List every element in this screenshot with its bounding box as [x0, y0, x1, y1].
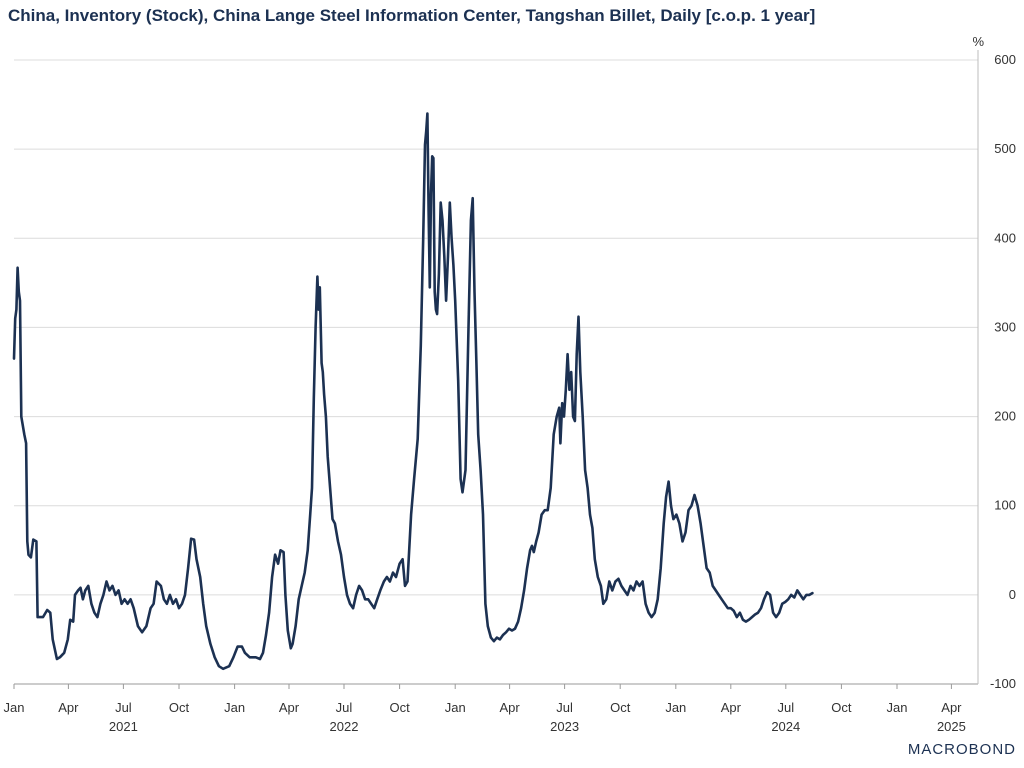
macrobond-logo: MACROBOND [907, 741, 1016, 758]
x-tick-label: Jul [777, 700, 794, 715]
x-year-label: 2024 [771, 719, 800, 734]
x-tick-label: Oct [169, 700, 190, 715]
y-axis-unit-label: % [972, 34, 984, 49]
x-tick-label: Jan [665, 700, 686, 715]
x-tick-label: Jan [445, 700, 466, 715]
y-tick-label: -100 [990, 676, 1016, 691]
x-tick-label: Oct [831, 700, 852, 715]
y-tick-label: 300 [994, 319, 1016, 334]
x-tick-label: Apr [499, 700, 520, 715]
x-tick-label: Jul [336, 700, 353, 715]
series-line [12, 112, 814, 671]
x-tick-label: Jul [115, 700, 132, 715]
x-tick-label: Jan [887, 700, 908, 715]
y-tick-label: 500 [994, 141, 1016, 156]
y-tick-label: 0 [1009, 587, 1016, 602]
x-tick-label: Apr [941, 700, 962, 715]
chart-title: China, Inventory (Stock), China Lange St… [8, 6, 816, 25]
x-tick-label: Apr [721, 700, 742, 715]
x-tick-label: Jan [4, 700, 25, 715]
y-tick-label: 400 [994, 230, 1016, 245]
y-tick-label: 100 [994, 498, 1016, 513]
x-year-label: 2023 [550, 719, 579, 734]
x-tick-label: Jul [556, 700, 573, 715]
x-tick-label: Apr [279, 700, 300, 715]
y-tick-label: 600 [994, 52, 1016, 67]
x-tick-label: Jan [224, 700, 245, 715]
axes [13, 50, 979, 689]
y-tick-label: 200 [994, 409, 1016, 424]
x-tick-label: Oct [610, 700, 631, 715]
x-year-label: 2021 [109, 719, 138, 734]
x-tick-label: Oct [389, 700, 410, 715]
x-year-label: 2025 [937, 719, 966, 734]
x-tick-label: Apr [58, 700, 79, 715]
tick-labels: -100 0 100 200 300 400 500 600% Jan Apr Jul Oct Jan A… [4, 34, 1016, 734]
x-year-label: 2022 [330, 719, 359, 734]
gridlines [14, 59, 978, 685]
series [12, 112, 814, 671]
